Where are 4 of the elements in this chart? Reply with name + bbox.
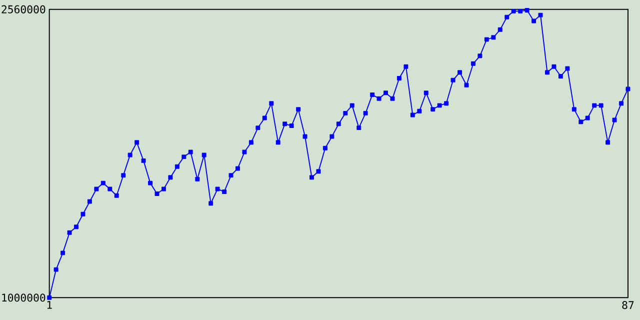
y-tick-label: 1000000 [2, 294, 46, 302]
y-tick-label: 2560000 [2, 5, 46, 14]
x-tick-label: 1 [47, 301, 52, 309]
x-tick-label: 87 [622, 301, 634, 310]
